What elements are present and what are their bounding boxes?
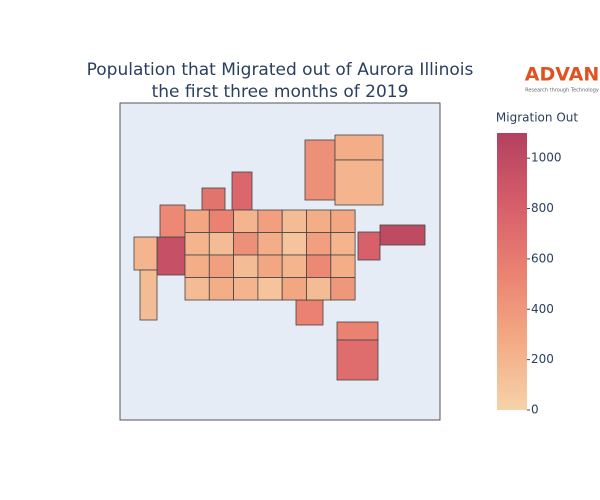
region (201, 187, 226, 211)
region (257, 209, 283, 233)
colorbar-tick-label: 600 (531, 251, 554, 265)
region (379, 224, 426, 246)
region (281, 209, 307, 233)
region (334, 134, 384, 161)
chart-title: Population that Migrated out of Aurora I… (87, 60, 474, 80)
region (208, 277, 235, 301)
region (257, 232, 283, 256)
region (295, 299, 324, 326)
regions (133, 134, 426, 381)
region (184, 209, 210, 233)
region (306, 209, 332, 233)
region (233, 254, 259, 278)
region (156, 236, 186, 276)
region (257, 277, 283, 301)
colorbar-tick-label: 1000 (531, 151, 562, 165)
region (281, 232, 307, 256)
logo-tagline: Research through Technology (525, 88, 599, 94)
region (304, 139, 336, 201)
region (133, 236, 158, 271)
region (281, 254, 307, 278)
region (233, 277, 259, 301)
region (257, 254, 283, 278)
region (306, 254, 332, 278)
region (334, 159, 384, 206)
region (336, 321, 379, 341)
region (330, 232, 356, 256)
region (306, 232, 332, 256)
region (184, 254, 210, 278)
region (233, 232, 259, 256)
colorbar-tick-label: 0 (531, 403, 539, 417)
region (208, 254, 235, 278)
region (184, 232, 210, 256)
region (208, 232, 235, 256)
region (231, 171, 253, 211)
region (281, 277, 307, 301)
logo: ADVAN (525, 64, 600, 86)
colorbar-tick-label: 400 (531, 302, 554, 316)
region (330, 277, 356, 301)
chart-title: the first three months of 2019 (152, 82, 409, 102)
colorbar (497, 133, 527, 410)
region (184, 277, 210, 301)
region (159, 204, 186, 238)
region (233, 209, 259, 233)
colorbar-tick-label: 200 (531, 352, 554, 366)
region (336, 339, 379, 381)
region (208, 209, 235, 233)
region (139, 269, 158, 321)
colorbar-title: Migration Out (496, 111, 578, 125)
region (330, 254, 356, 278)
region (306, 277, 332, 301)
region (330, 209, 356, 233)
colorbar-tick-label: 800 (531, 201, 554, 215)
region (357, 231, 381, 261)
